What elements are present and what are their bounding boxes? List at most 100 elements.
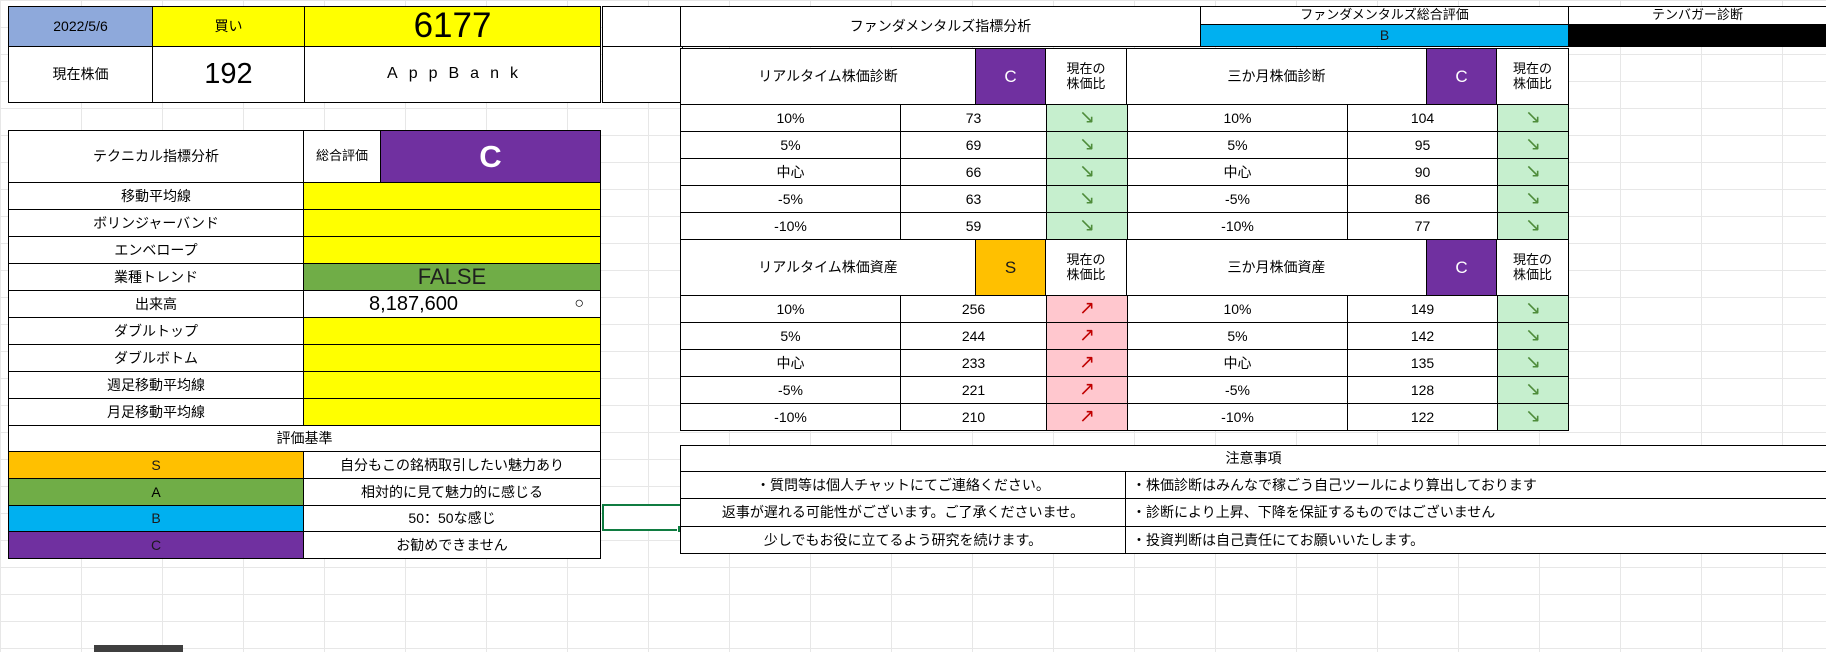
row-label: 10% <box>681 105 900 131</box>
tech-row-label: 週足移動平均線 <box>9 372 303 398</box>
date-cell[interactable]: 2022/5/6 <box>9 7 152 46</box>
criteria-grade-c[interactable]: C <box>9 532 303 558</box>
trend-down-icon[interactable]: ↘ <box>1047 213 1127 239</box>
row-label: 5% <box>681 132 900 158</box>
row-value[interactable]: 69 <box>901 132 1046 158</box>
row-value[interactable]: 104 <box>1348 105 1497 131</box>
trend-down-icon[interactable]: ↘ <box>1498 404 1568 430</box>
ratio-line1: 現在の <box>1512 251 1552 267</box>
empty-strip <box>602 6 683 103</box>
notes-header: 注意事項 <box>680 445 1826 472</box>
row-value[interactable]: 142 <box>1348 323 1497 349</box>
row-value[interactable]: 210 <box>901 404 1046 430</box>
company-name-cell: AppBank <box>305 47 600 102</box>
fundamental-overall-grade[interactable]: B <box>1201 25 1568 46</box>
row-value[interactable]: 86 <box>1348 186 1497 212</box>
trend-up-icon[interactable]: ↗ <box>1047 377 1127 403</box>
note-right: ・投資判断は自己責任にてお願いいたします。 <box>1126 526 1826 553</box>
threemonth-asset-grade[interactable]: C <box>1427 240 1496 295</box>
tech-row-value[interactable] <box>304 318 600 344</box>
fundamental-title: ファンダメンタルズ指標分析 <box>681 7 1200 46</box>
row-label: 5% <box>681 323 900 349</box>
trend-up-icon[interactable]: ↗ <box>1047 350 1127 376</box>
selected-cell[interactable] <box>602 504 685 533</box>
row-value[interactable]: 95 <box>1348 132 1497 158</box>
trend-down-icon[interactable]: ↘ <box>1498 296 1568 322</box>
threemonth-asset-title: 三か月株価資産 <box>1127 240 1426 295</box>
fundamental-overall-stack: ファンダメンタルズ総合評価 B <box>1201 7 1568 46</box>
trend-up-icon[interactable]: ↗ <box>1047 323 1127 349</box>
row-value[interactable]: 244 <box>901 323 1046 349</box>
tech-row-value[interactable] <box>304 345 600 371</box>
criteria-desc: 自分もこの銘柄取引したい魅力あり <box>304 452 600 478</box>
price-diagnosis-table: 10% 73 ↘ 10% 104 ↘ 5% 69 ↘ 5% 95 ↘ 中心 66… <box>680 104 1569 240</box>
criteria-grade-b[interactable]: B <box>9 505 303 532</box>
trend-down-icon[interactable]: ↘ <box>1047 159 1127 185</box>
realtime-asset-grade[interactable]: S <box>976 240 1045 295</box>
trend-down-icon[interactable]: ↘ <box>1498 159 1568 185</box>
tech-row-value[interactable] <box>304 210 600 236</box>
notes-title: 注意事項 <box>681 446 1826 471</box>
stock-code-cell[interactable]: 6177 <box>305 7 600 46</box>
trend-down-icon[interactable]: ↘ <box>1047 105 1127 131</box>
realtime-diagnosis-grade[interactable]: C <box>976 49 1045 104</box>
ratio-line2: 株価比 <box>1512 266 1552 282</box>
trend-down-icon[interactable]: ↘ <box>1498 105 1568 131</box>
criteria-header: 評価基準 <box>8 425 601 452</box>
row-value[interactable]: 90 <box>1348 159 1497 185</box>
technical-overall-label: 総合評価 <box>304 131 380 182</box>
threemonth-diagnosis-grade[interactable]: C <box>1427 49 1496 104</box>
row-value[interactable]: 59 <box>901 213 1046 239</box>
trend-up-icon[interactable]: ↗ <box>1047 404 1127 430</box>
row-label: 5% <box>1128 132 1347 158</box>
trend-down-icon[interactable]: ↘ <box>1498 213 1568 239</box>
tech-row-label: ダブルボトム <box>9 345 303 371</box>
trend-down-icon[interactable]: ↘ <box>1498 186 1568 212</box>
row-value[interactable]: 66 <box>901 159 1046 185</box>
tech-row-value[interactable] <box>304 183 600 209</box>
tech-row-label: エンベロープ <box>9 237 303 263</box>
row-label: 10% <box>1128 105 1347 131</box>
row-value[interactable]: 77 <box>1348 213 1497 239</box>
row-value[interactable]: 233 <box>901 350 1046 376</box>
row-value[interactable]: 221 <box>901 377 1046 403</box>
trend-down-icon[interactable]: ↘ <box>1047 132 1127 158</box>
row-value[interactable]: 128 <box>1348 377 1497 403</box>
ratio-label: 現在の 株価比 <box>1497 49 1568 104</box>
threemonth-diagnosis-title: 三か月株価診断 <box>1127 49 1426 104</box>
volume-number: 8,187,600 <box>369 292 458 315</box>
price-value-cell[interactable]: 192 <box>153 47 304 102</box>
row-label: -5% <box>1128 186 1347 212</box>
signal-cell[interactable]: 買い <box>153 7 304 46</box>
sheet-tab-strip[interactable] <box>94 645 183 652</box>
tenbagger-value-cell[interactable] <box>1569 25 1826 46</box>
trend-down-icon[interactable]: ↘ <box>1498 350 1568 376</box>
row-label: -5% <box>681 377 900 403</box>
criteria-grade-a[interactable]: A <box>9 478 303 505</box>
tech-row-label: ダブルトップ <box>9 318 303 344</box>
row-value[interactable]: 63 <box>901 186 1046 212</box>
empty-cell[interactable] <box>603 7 682 46</box>
note-left: 少しでもお役に立てるよう研究を続けます。 <box>681 526 1125 553</box>
trend-down-icon[interactable]: ↘ <box>1047 186 1127 212</box>
tech-row-value[interactable] <box>304 237 600 263</box>
sector-trend-value[interactable]: FALSE <box>304 264 600 290</box>
row-value[interactable]: 135 <box>1348 350 1497 376</box>
row-value[interactable]: 256 <box>901 296 1046 322</box>
row-value[interactable]: 73 <box>901 105 1046 131</box>
row-value[interactable]: 149 <box>1348 296 1497 322</box>
trend-down-icon[interactable]: ↘ <box>1498 323 1568 349</box>
notes-table: ・質問等は個人チャットにてご連絡ください。 ・株価診断はみんなで稼ごう自己ツール… <box>680 471 1826 554</box>
fundamental-header-table: ファンダメンタルズ指標分析 ファンダメンタルズ総合評価 B テンバガー診断 <box>680 6 1826 47</box>
empty-cell[interactable] <box>603 47 682 102</box>
technical-overall-grade[interactable]: C <box>381 131 600 182</box>
tech-row-value[interactable] <box>304 399 600 425</box>
row-label: -10% <box>681 213 900 239</box>
trend-down-icon[interactable]: ↘ <box>1498 377 1568 403</box>
row-value[interactable]: 122 <box>1348 404 1497 430</box>
trend-up-icon[interactable]: ↗ <box>1047 296 1127 322</box>
volume-value-cell[interactable]: 8,187,600 ○ <box>304 291 600 317</box>
trend-down-icon[interactable]: ↘ <box>1498 132 1568 158</box>
criteria-grade-s[interactable]: S <box>9 452 303 478</box>
tech-row-value[interactable] <box>304 372 600 398</box>
